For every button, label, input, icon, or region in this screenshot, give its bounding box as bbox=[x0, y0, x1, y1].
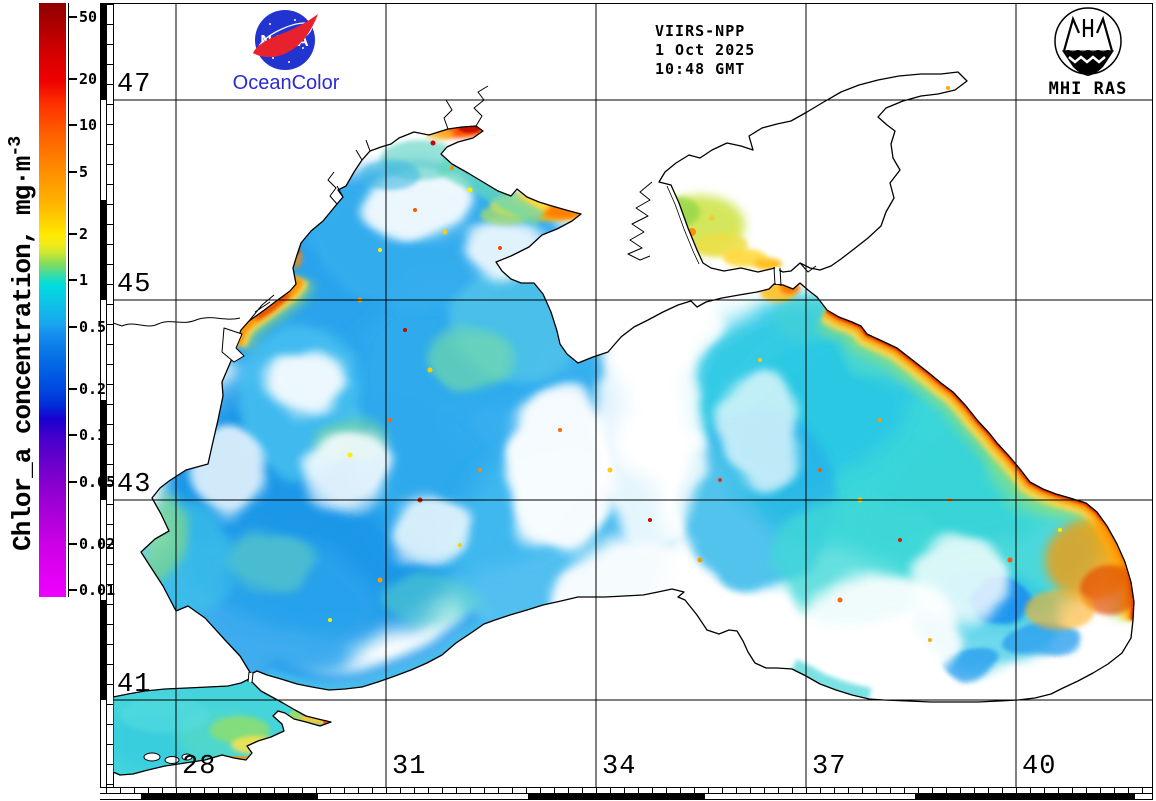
latitude-label: 45 bbox=[117, 270, 152, 300]
colorbar-axis bbox=[68, 3, 69, 597]
colorbar-tick-label: 0.5 bbox=[79, 318, 107, 336]
colorbar-tick-label: 10 bbox=[79, 116, 98, 135]
longitude-band-segment bbox=[915, 793, 1135, 800]
mhi-ras-wordmark: MHI RAS bbox=[1048, 79, 1128, 99]
nasa-logo-swoosh bbox=[253, 14, 318, 58]
longitude-label: 40 bbox=[1022, 752, 1057, 782]
data-speckles bbox=[328, 140, 1062, 642]
colorbar-title: Chlor_a concentration, mg·m-3 bbox=[6, 109, 38, 579]
scene-date: 1 Oct 2025 bbox=[655, 41, 756, 59]
map-frame-right bbox=[1152, 3, 1153, 800]
colorbar-tick-mark bbox=[69, 481, 77, 483]
scene-time: 10:48 GMT bbox=[655, 60, 746, 78]
colorbar-tick-mark bbox=[69, 434, 77, 437]
latitude-band-segment bbox=[100, 4, 106, 100]
colorbar-tick-mark bbox=[69, 326, 77, 328]
scene-header: VIIRS-NPP 1 Oct 2025 10:48 GMT bbox=[655, 22, 755, 79]
latitude-band-segment bbox=[100, 400, 106, 500]
colorbar-tick-label: 50 bbox=[79, 8, 98, 26]
latitude-band-segment bbox=[100, 200, 106, 300]
colorbar-tick-mark bbox=[69, 589, 77, 592]
mhi-logo-wave-highlight bbox=[1068, 55, 1106, 64]
map-frame-left-outer bbox=[100, 3, 101, 788]
longitude-label: 31 bbox=[392, 752, 427, 782]
rivers-and-lagoons bbox=[113, 85, 817, 363]
colorbar-tick-mark bbox=[69, 387, 77, 390]
nasa-logo: NASA bbox=[253, 10, 318, 70]
map-canvas bbox=[113, 4, 1152, 787]
colorbar-tick-mark bbox=[69, 77, 77, 80]
colorbar-tick-label: 0.2 bbox=[79, 379, 107, 398]
latitude-label: 47 bbox=[117, 70, 152, 100]
blacksea-chlorophyll-data bbox=[141, 126, 1134, 702]
longitude-label: 34 bbox=[602, 752, 637, 782]
mhi-logo-wave bbox=[1063, 50, 1113, 76]
longitude-band-segment bbox=[528, 793, 705, 800]
colorbar-tick-label: 2 bbox=[79, 224, 89, 243]
colorbar-title-text: Chlor_a concentration, mg·m bbox=[7, 156, 38, 551]
graticule bbox=[113, 4, 1152, 787]
latitude-minor-ticks bbox=[106, 4, 113, 787]
latitude-band-segment bbox=[100, 600, 106, 700]
longitude-label: 37 bbox=[812, 752, 847, 782]
colorbar-title-exponent: -3 bbox=[6, 136, 27, 157]
longitude-label: 28 bbox=[182, 752, 217, 782]
mhi-ras-logo bbox=[1054, 7, 1122, 76]
colorbar-tick-mark bbox=[69, 542, 77, 545]
colorbar-tick-label: 20 bbox=[79, 69, 98, 88]
colorbar-gradient bbox=[39, 3, 66, 597]
longitude-minor-ticks bbox=[106, 787, 1153, 793]
map-frame-left-inner bbox=[113, 3, 114, 788]
latitude-label: 43 bbox=[117, 470, 152, 500]
colorbar-tick-mark bbox=[69, 279, 77, 282]
colorbar-tick-mark bbox=[69, 124, 77, 127]
azov-chlorophyll-data bbox=[659, 86, 950, 270]
colorbar-tick-label: 1 bbox=[79, 271, 89, 290]
colorbar-tick-mark bbox=[69, 171, 77, 173]
colorbar-tick-label: 5 bbox=[79, 163, 89, 181]
colorbar-tick-label: 0.1 bbox=[79, 426, 107, 445]
oceancolor-wordmark: OceanColor bbox=[232, 72, 340, 94]
platform-name: VIIRS-NPP bbox=[655, 22, 746, 40]
straits bbox=[247, 266, 782, 684]
mhi-logo-monogram bbox=[1062, 15, 1114, 52]
latitude-label: 41 bbox=[117, 670, 152, 700]
map-frame-top bbox=[100, 3, 1153, 4]
colorbar-tick-mark bbox=[69, 232, 77, 235]
longitude-band-segment bbox=[141, 793, 318, 800]
colorbar-tick-mark bbox=[69, 16, 77, 18]
